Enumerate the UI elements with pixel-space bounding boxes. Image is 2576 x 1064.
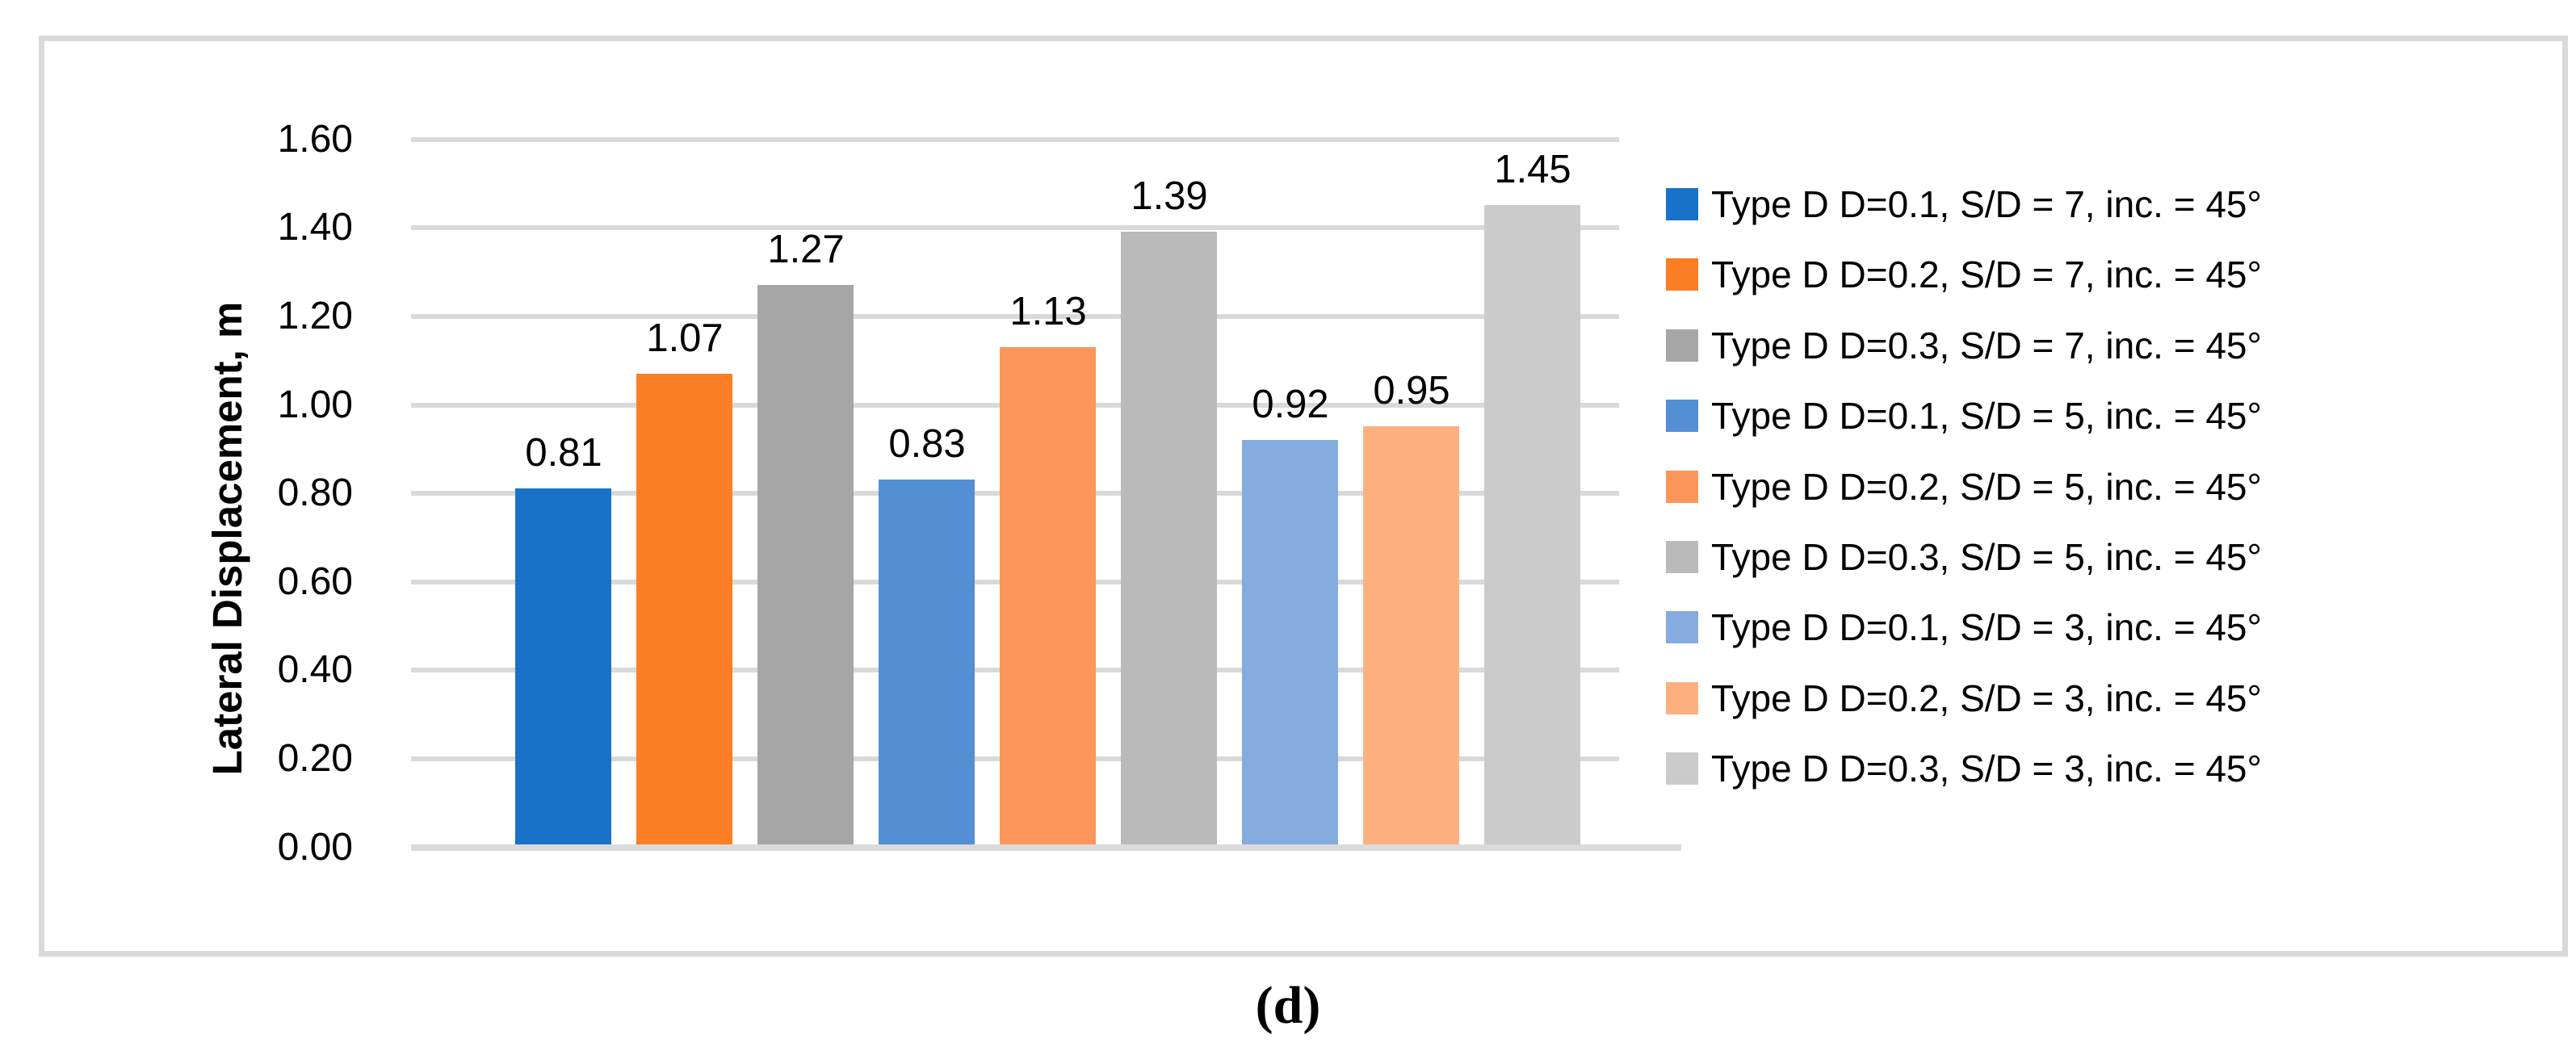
legend-item: Type D D=0.3, S/D = 7, inc. = 45° — [1666, 323, 2262, 368]
y-axis-title: Lateral Displacement, m — [204, 301, 250, 776]
legend-label: Type D D=0.2, S/D = 3, inc. = 45° — [1711, 677, 2262, 719]
legend-item: Type D D=0.1, S/D = 7, inc. = 45° — [1666, 182, 2262, 227]
figure-caption: (d) — [1255, 976, 1321, 1035]
legend-label: Type D D=0.2, S/D = 7, inc. = 45° — [1711, 253, 2262, 295]
legend-swatch — [1666, 400, 1698, 432]
legend-swatch — [1666, 329, 1698, 362]
bar — [1484, 205, 1580, 844]
gridline — [411, 137, 1619, 142]
legend-swatch — [1666, 752, 1698, 785]
bar-value-label: 0.95 — [1373, 369, 1450, 413]
legend-swatch — [1666, 258, 1698, 291]
bar-value-label: 1.13 — [1009, 290, 1087, 333]
legend-item: Type D D=0.1, S/D = 3, inc. = 45° — [1666, 605, 2262, 650]
legend-item: Type D D=0.2, S/D = 3, inc. = 45° — [1666, 676, 2262, 721]
legend-label: Type D D=0.3, S/D = 5, inc. = 45° — [1711, 536, 2262, 578]
legend-swatch — [1666, 541, 1698, 573]
legend-label: Type D D=0.1, S/D = 3, inc. = 45° — [1711, 606, 2262, 648]
bar — [1363, 426, 1459, 844]
legend-label: Type D D=0.3, S/D = 3, inc. = 45° — [1711, 748, 2262, 790]
y-tick-label: 1.60 — [277, 118, 353, 161]
bar-value-label: 1.27 — [767, 228, 845, 271]
bar-value-label: 0.83 — [888, 422, 966, 466]
bar-value-label: 1.39 — [1131, 174, 1208, 218]
bar-value-label: 0.81 — [525, 431, 602, 475]
bar-value-label: 0.92 — [1252, 383, 1329, 426]
legend-swatch — [1666, 611, 1698, 643]
y-tick-label: 1.00 — [277, 383, 353, 426]
y-tick-label: 0.80 — [277, 471, 353, 514]
legend-label: Type D D=0.3, S/D = 7, inc. = 45° — [1711, 325, 2262, 367]
bar — [1242, 440, 1338, 844]
legend-label: Type D D=0.2, S/D = 5, inc. = 45° — [1711, 466, 2262, 508]
bar — [1121, 232, 1217, 844]
bar-value-label: 1.45 — [1494, 148, 1571, 191]
bar-value-label: 1.07 — [646, 316, 724, 360]
legend-item: Type D D=0.2, S/D = 5, inc. = 45° — [1666, 464, 2262, 509]
gridline — [411, 225, 1619, 230]
legend-item: Type D D=0.2, S/D = 7, inc. = 45° — [1666, 252, 2262, 297]
legend-swatch — [1666, 682, 1698, 714]
legend-label: Type D D=0.1, S/D = 5, inc. = 45° — [1711, 395, 2262, 437]
bar — [636, 374, 732, 844]
legend-item: Type D D=0.3, S/D = 5, inc. = 45° — [1666, 534, 2262, 580]
y-tick-label: 0.00 — [277, 826, 353, 869]
legend-swatch — [1666, 188, 1698, 220]
y-tick-label: 1.40 — [277, 206, 353, 249]
y-tick-label: 0.40 — [277, 648, 353, 691]
x-axis-line — [411, 844, 1681, 851]
y-tick-label: 1.20 — [277, 295, 353, 337]
bar — [879, 480, 975, 844]
y-tick-label: 0.60 — [277, 560, 353, 603]
bar — [515, 488, 611, 844]
y-tick-label: 0.20 — [277, 737, 353, 780]
bar — [757, 285, 854, 844]
legend-item: Type D D=0.3, S/D = 3, inc. = 45° — [1666, 746, 2262, 791]
figure-panel: Lateral Displacement, m 0.00 0.20 0.40 0.60… — [39, 36, 2568, 957]
legend-item: Type D D=0.1, S/D = 5, inc. = 45° — [1666, 393, 2262, 438]
legend-swatch — [1666, 471, 1698, 503]
gridline — [411, 314, 1619, 319]
legend-label: Type D D=0.1, S/D = 7, inc. = 45° — [1711, 183, 2262, 225]
bar — [1000, 347, 1096, 844]
